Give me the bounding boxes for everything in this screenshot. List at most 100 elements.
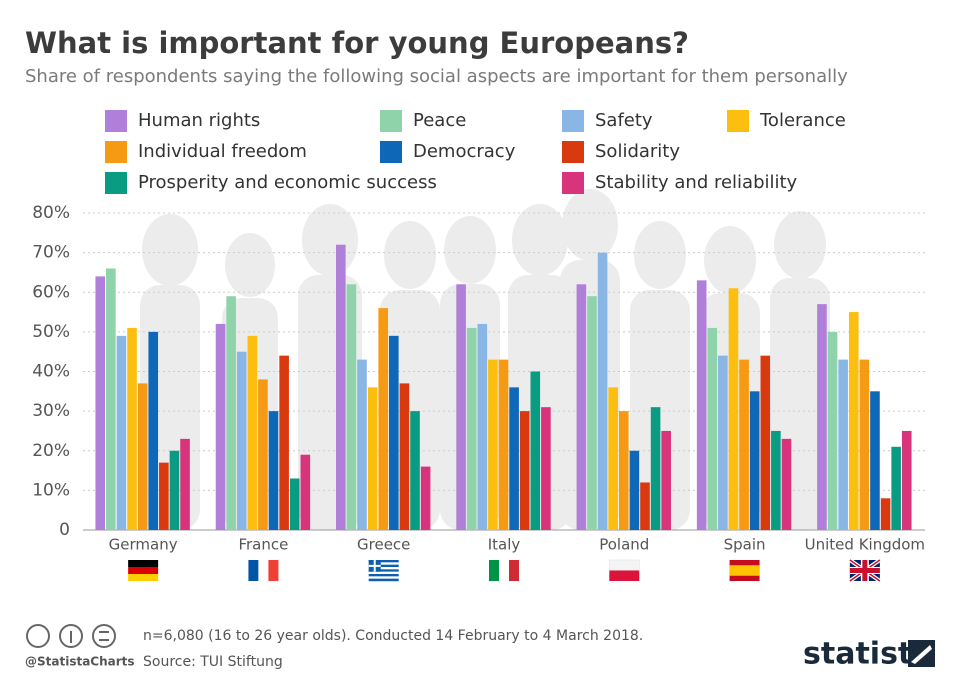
bar (781, 438, 792, 530)
chart-subtitle: Share of respondents saying the followin… (25, 66, 848, 87)
bar (870, 391, 880, 530)
bar (410, 411, 420, 530)
legend-label: Stability and reliability (595, 172, 798, 193)
legend-swatch (727, 110, 749, 132)
flag-part (368, 571, 399, 575)
bar (106, 268, 116, 530)
bar (456, 284, 466, 530)
y-tick-label: 30% (32, 401, 70, 421)
bar (661, 430, 671, 530)
bar (891, 446, 901, 530)
bar (760, 355, 771, 530)
bar (519, 411, 530, 530)
flag-part (128, 567, 159, 574)
legend-swatch (105, 172, 127, 194)
flag-part (368, 562, 399, 565)
bar (707, 327, 718, 530)
bar (587, 296, 597, 530)
cc-icons (26, 624, 116, 648)
y-tick-label: 70% (32, 243, 70, 263)
legend-label: Peace (413, 110, 466, 131)
flag-part (368, 578, 399, 582)
bar (95, 276, 106, 530)
bar (576, 284, 587, 530)
bar (289, 478, 300, 530)
legend-label: Solidarity (595, 141, 680, 162)
y-tick-label: 20% (32, 441, 70, 461)
bar (650, 407, 661, 530)
bar (880, 498, 891, 530)
y-tick-label: 50% (32, 322, 70, 342)
legend-swatch (380, 141, 402, 163)
x-tick-label: Spain (724, 536, 766, 554)
bar (116, 335, 127, 530)
y-tick-label: 80% (32, 203, 70, 223)
y-tick-label: 60% (32, 282, 70, 302)
flag-part (509, 560, 519, 581)
bar (268, 411, 279, 530)
flag-part (368, 560, 399, 563)
bar (215, 323, 226, 530)
bar (749, 391, 760, 530)
flag-part (729, 565, 760, 576)
x-tick-label: France (238, 536, 288, 554)
y-tick-label: 0 (59, 520, 70, 540)
bar (367, 387, 378, 530)
bar (901, 430, 912, 530)
legend-swatch (562, 110, 584, 132)
footer-handle: @StatistaCharts (25, 655, 135, 669)
flag-part (368, 564, 399, 568)
flag-part (258, 560, 269, 581)
flag-part (128, 574, 159, 581)
bar (509, 387, 519, 530)
brand-icon (908, 640, 935, 667)
footer-source: Source: TUI Stiftung (143, 654, 283, 670)
bar (838, 359, 848, 530)
flag-part (368, 564, 381, 567)
x-tick-label: Poland (599, 536, 649, 554)
flag-part (609, 570, 640, 581)
legend-label: Safety (595, 110, 653, 131)
bar (389, 335, 399, 530)
flag-part (368, 569, 399, 572)
legend-label: Tolerance (759, 110, 846, 131)
y-tick-label: 10% (32, 480, 70, 500)
bar (279, 355, 289, 530)
bar (629, 450, 640, 530)
bar (300, 454, 311, 530)
bar (127, 327, 137, 530)
bar (477, 323, 488, 530)
bar (488, 359, 498, 530)
flag-part (248, 560, 259, 581)
x-tick-label: Germany (109, 536, 178, 554)
bar (466, 327, 477, 530)
flag-part (489, 560, 499, 581)
bar (378, 308, 389, 530)
bar (258, 379, 268, 530)
bar (640, 482, 650, 530)
bar (817, 304, 827, 530)
footer-note: n=6,080 (16 to 26 year olds). Conducted … (143, 628, 643, 644)
legend-swatch (105, 141, 127, 163)
bar (148, 331, 159, 530)
bar (159, 462, 169, 530)
bar (728, 288, 739, 530)
legend-swatch (380, 110, 402, 132)
x-tick-label: Greece (357, 536, 410, 554)
x-tick-label: Italy (488, 536, 521, 554)
flag-part (499, 560, 509, 581)
bar (771, 430, 781, 530)
bar (247, 335, 258, 530)
bar (848, 312, 859, 530)
bar (859, 359, 870, 530)
y-tick-label: 40% (32, 362, 70, 382)
bar (226, 296, 236, 530)
legend-swatch (562, 141, 584, 163)
bar (169, 450, 180, 530)
bar (137, 383, 148, 530)
flag-part (368, 567, 399, 570)
bar (541, 407, 551, 530)
legend-label: Democracy (413, 141, 516, 162)
legend-label: Prosperity and economic success (138, 172, 437, 193)
